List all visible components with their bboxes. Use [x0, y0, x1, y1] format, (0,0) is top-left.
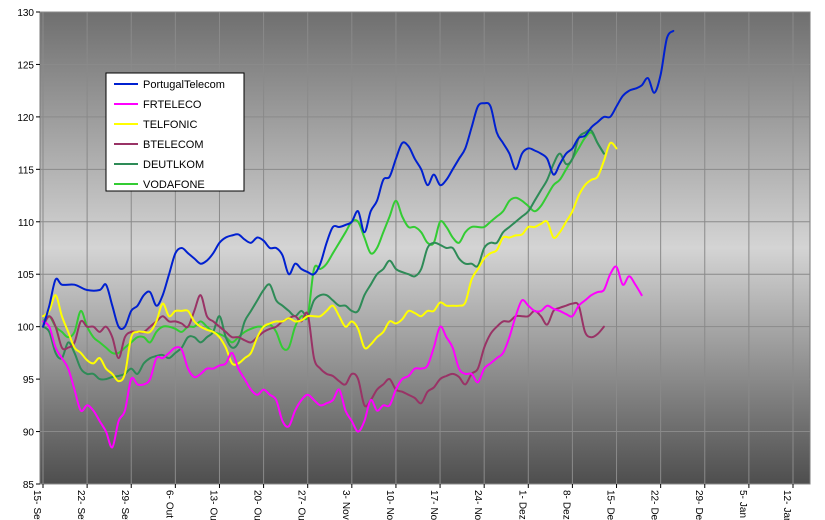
x-tick-day: 20- — [252, 490, 263, 504]
x-tick-day: 8- — [560, 490, 571, 499]
x-tick-label: 15- Dez — [605, 490, 616, 520]
x-tick-day: 5- — [737, 490, 748, 499]
x-tick-month: Out — [252, 507, 263, 520]
x-tick-month: Jan — [781, 507, 792, 520]
legend-label: TELFONIC — [143, 119, 197, 131]
x-tick-day: 22- — [649, 490, 660, 504]
x-tick-month: Jan — [737, 502, 748, 518]
y-tick-label: 115 — [18, 165, 34, 176]
x-tick-label: 12- Jan — [781, 490, 792, 520]
x-tick-day: 29- — [119, 490, 130, 504]
y-tick-label: 125 — [17, 60, 34, 71]
series-line-telfonic — [42, 141, 618, 383]
legend: PortugalTelecom FRTELECO TELFONIC BTELECOM D… — [105, 72, 245, 192]
x-tick-label: 1- Dez — [516, 490, 527, 520]
x-tick-month: Dez — [560, 502, 571, 520]
x-tick-label: 10- Nov — [384, 490, 395, 520]
x-tick-month: Out — [296, 507, 307, 520]
y-tick-label: 130 — [17, 8, 34, 19]
x-tick-label: 29- Dez — [693, 490, 704, 520]
x-tick-month: Set — [75, 507, 86, 520]
x-tick-label: 3- Nov — [340, 490, 351, 520]
x-tick-month: Nov — [472, 507, 483, 520]
x-tick-day: 13- — [207, 490, 218, 504]
x-tick-day: 3- — [340, 490, 351, 499]
x-tick-day: 6- — [163, 490, 174, 499]
x-tick-day: 15- — [605, 490, 616, 504]
x-tick-month: Out — [207, 507, 218, 520]
x-tick-month: Set — [31, 507, 42, 520]
series-line-deutlkom — [42, 128, 605, 381]
x-tick-month: Nov — [340, 502, 351, 520]
legend-label: BTELECOM — [143, 139, 204, 151]
y-tick-label: 95 — [23, 375, 35, 386]
x-tick-day: 17- — [428, 490, 439, 504]
x-tick-label: 17- Nov — [428, 490, 439, 520]
y-tick-label: 85 — [23, 480, 35, 491]
x-tick-label: 24- Nov — [472, 490, 483, 520]
x-tick-label: 13- Out — [207, 490, 218, 520]
x-tick-day: 29- — [693, 490, 704, 504]
x-tick-month: Nov — [384, 507, 395, 520]
legend-box — [105, 72, 245, 192]
y-tick-label: 105 — [17, 270, 34, 281]
series-lines — [42, 29, 675, 449]
y-tick-label: 110 — [18, 218, 34, 229]
x-tick-label: 15- Set — [31, 490, 42, 520]
x-tick-day: 22- — [75, 490, 86, 504]
y-tick-label: 120 — [17, 113, 34, 124]
x-tick-label: 27- Out — [296, 490, 307, 520]
x-tick-label: 6- Out — [163, 490, 174, 518]
legend-label: VODAFONE — [143, 179, 205, 191]
x-tick-month: Out — [163, 502, 174, 518]
x-tick-label: 5- Jan — [737, 490, 748, 518]
legend-label: FRTELECO — [143, 99, 202, 111]
x-tick-label: 20- Out — [252, 490, 263, 520]
x-tick-day: 12- — [781, 490, 792, 504]
x-tick-day: 10- — [384, 490, 395, 504]
x-tick-label: 29- Set — [119, 490, 130, 520]
legend-label: DEUTLKOM — [143, 159, 204, 171]
y-tick-label: 90 — [23, 428, 35, 439]
x-tick-label: 22- Dez — [649, 490, 660, 520]
legend-label: PortugalTelecom — [143, 79, 225, 91]
x-tick-month: Nov — [428, 507, 439, 520]
x-tick-day: 24- — [472, 490, 483, 504]
x-tick-month: Set — [119, 507, 130, 520]
series-line-vodafone — [42, 131, 605, 355]
x-tick-label: 22- Set — [75, 490, 86, 520]
y-axis: 85 90 95 100 105 110 115 120 125 130 — [17, 8, 40, 491]
x-tick-label: 8- Dez — [560, 490, 571, 520]
y-tick-label: 100 — [17, 323, 34, 334]
x-tick-day: 27- — [296, 490, 307, 504]
x-tick-month: Dez — [693, 507, 704, 520]
series-line-frteleco — [42, 265, 643, 449]
series-line-portugaltelecom — [42, 29, 675, 330]
x-tick-month: Dez — [516, 502, 527, 520]
x-tick-day: 1- — [516, 490, 527, 499]
x-tick-day: 15- — [31, 490, 42, 504]
x-tick-month: Dez — [649, 507, 660, 520]
x-tick-month: Dez — [605, 507, 616, 520]
x-axis: 15- Set 22- Set 29- Set 6- Out 13- Out 20- Out 27- Ou… — [31, 484, 794, 520]
